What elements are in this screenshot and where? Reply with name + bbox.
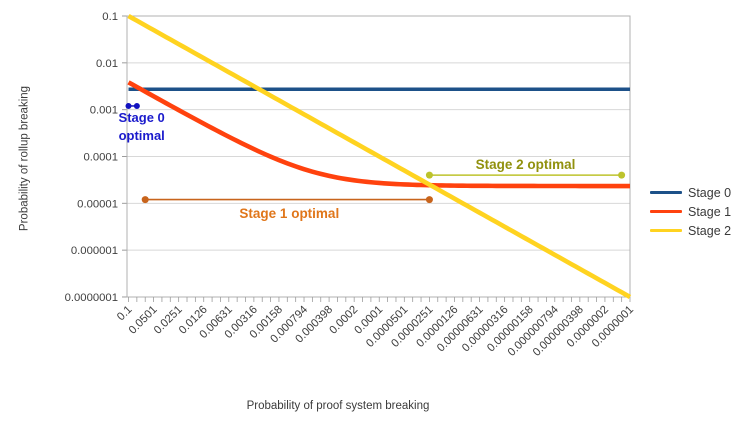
legend-swatch-stage-2-icon (650, 228, 682, 233)
annotation-stage2-optimal-label: Stage 2 optimal (476, 157, 576, 172)
y-tick-label: 0.001 (90, 105, 118, 117)
y-tick-label: 0.000001 (71, 245, 118, 257)
legend-label-stage-2: Stage 2 (688, 223, 732, 238)
plot-border (126, 15, 631, 298)
annotation-stage1-optimal-dot (141, 196, 149, 204)
y-tick-label: 0.0001 (83, 151, 118, 163)
legend-swatch-stage-0-icon (650, 190, 682, 195)
legend-item-stage-2: Stage 2 (650, 223, 732, 238)
legend-label-stage-0: Stage 0 (688, 185, 732, 200)
x-tick-label: 0.1 (115, 304, 135, 324)
annotation-stage0-optimal-dot (125, 102, 132, 109)
y-tick-label: 0.1 (102, 11, 118, 23)
series-line-stage-1 (127, 80, 630, 189)
y-tick-label: 0.01 (96, 58, 118, 70)
series-line-stage-2 (127, 13, 632, 299)
legend: Stage 0 Stage 1 Stage 2 (650, 186, 731, 243)
y-axis-title: Probability of rollup breaking (18, 85, 31, 232)
legend-swatch-stage-1-icon (650, 209, 682, 214)
x-axis-title: Probability of proof system breaking (246, 400, 430, 412)
y-tick-label: 0.0000001 (65, 292, 118, 304)
annotation-stage1-optimal-dot (425, 196, 433, 204)
legend-label-stage-1: Stage 1 (688, 204, 732, 219)
annotation-stage1-optimal-label: Stage 1 optimal (239, 206, 339, 221)
y-tick-label: 0.00001 (77, 198, 118, 210)
annotation-stage0-optimal-label: optimal (119, 128, 165, 143)
legend-item-stage-1: Stage 1 (650, 204, 732, 219)
legend-item-stage-0: Stage 0 (650, 185, 732, 200)
annotation-stage2-optimal-dot (618, 171, 626, 179)
annotation-stage0-optimal-label: Stage 0 (119, 110, 165, 125)
annotation-stage0-optimal-dot (133, 102, 140, 109)
annotation-stage2-optimal-dot (425, 171, 433, 179)
